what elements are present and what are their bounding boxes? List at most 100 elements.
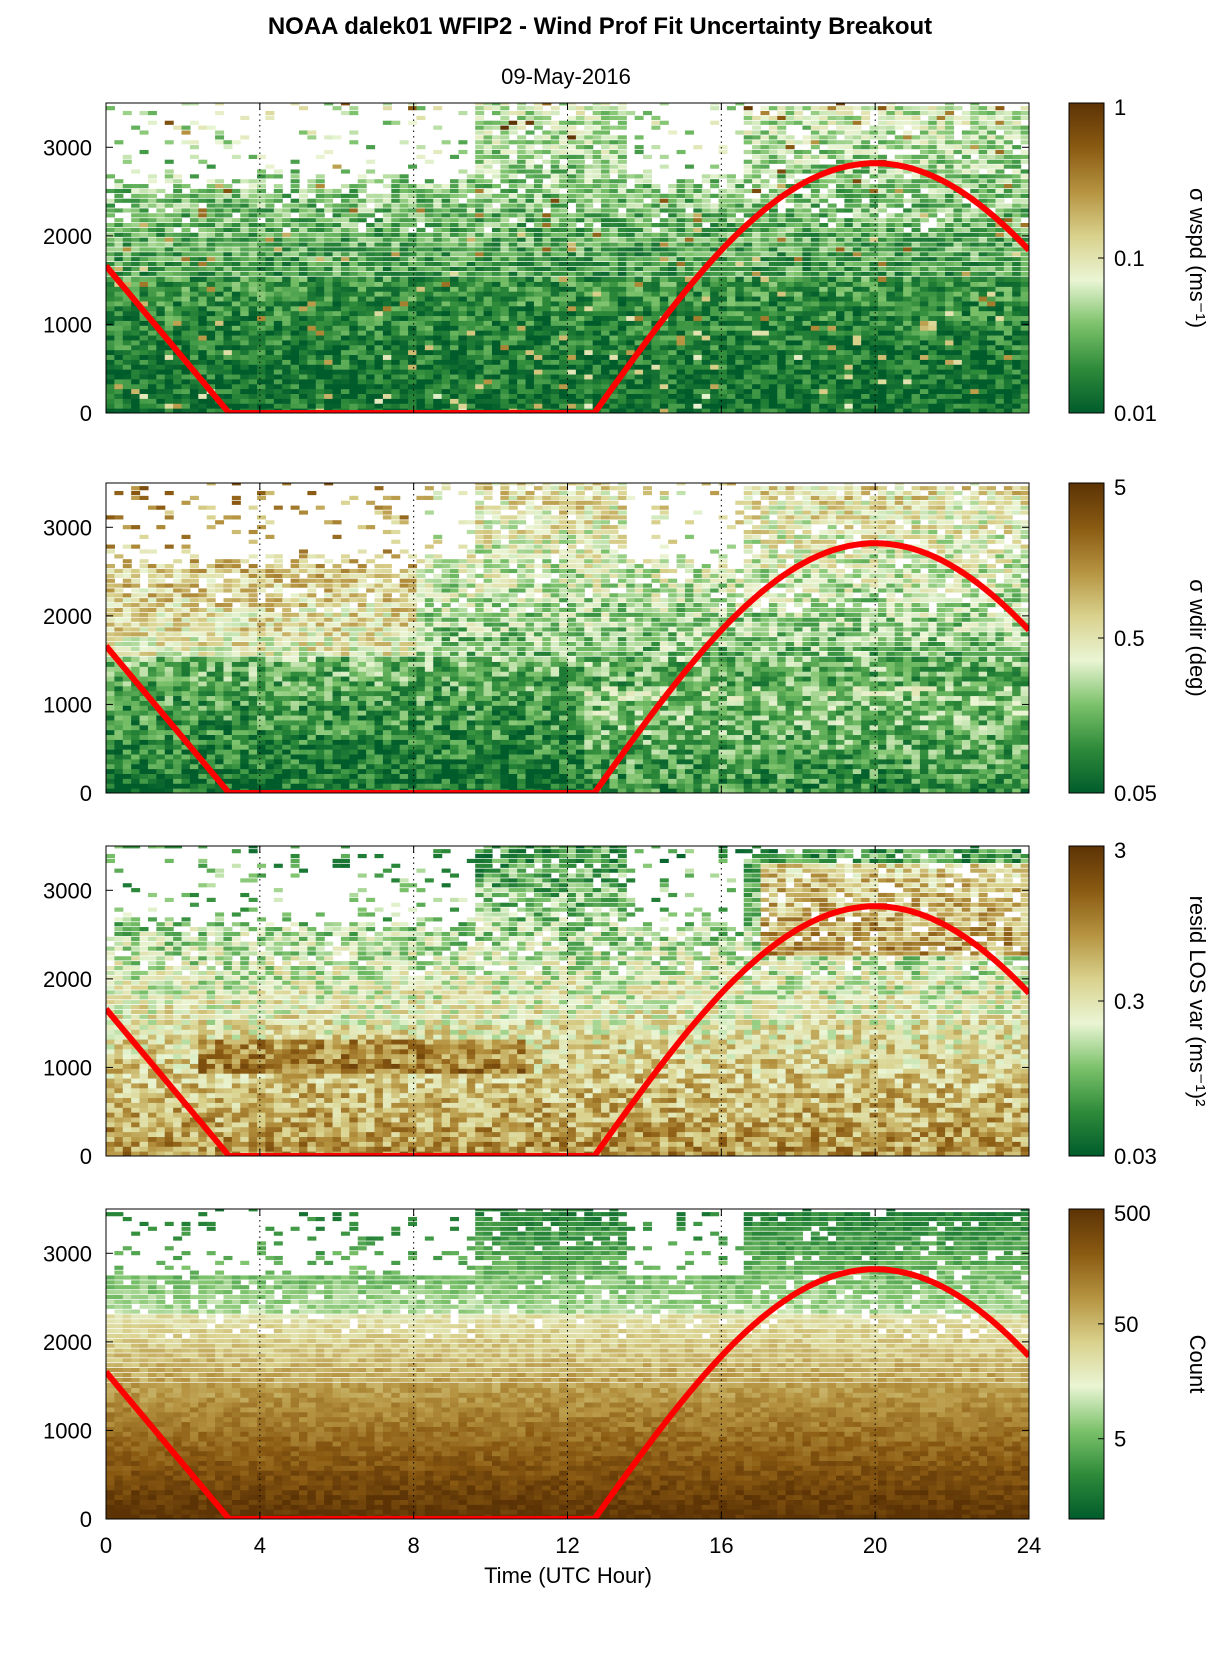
heatmap-cell [617, 184, 627, 189]
heatmap-cell [416, 218, 426, 223]
heatmap-cell [693, 208, 703, 213]
heatmap-cell [819, 164, 829, 169]
heatmap-cell [223, 403, 233, 409]
heatmap-cell [324, 261, 334, 267]
heatmap-cell [735, 281, 745, 287]
heatmap-cell [491, 296, 501, 302]
heatmap-cell [819, 106, 829, 111]
heatmap-cell [475, 184, 485, 189]
heatmap-cell [324, 227, 334, 233]
heatmap-cell [500, 261, 510, 267]
heatmap-cell [189, 188, 199, 194]
heatmap-cell [827, 339, 837, 346]
heatmap-cell [240, 344, 250, 351]
heatmap-cell [324, 232, 334, 237]
heatmap-cell [827, 130, 837, 135]
heatmap-cell [156, 203, 166, 208]
heatmap-cell [752, 398, 762, 404]
heatmap-cell [483, 349, 493, 356]
heatmap-cell [147, 232, 157, 237]
heatmap-cell [181, 296, 191, 302]
heatmap-cell [836, 271, 845, 276]
heatmap-cell [315, 300, 325, 307]
heatmap-cell [189, 261, 199, 267]
heatmap-cell [525, 271, 535, 276]
heatmap-cell [752, 227, 762, 233]
heatmap-cell [567, 344, 577, 351]
heatmap-cell [391, 184, 401, 189]
heatmap-cell [659, 203, 669, 208]
heatmap-cell [391, 218, 401, 223]
heatmap-cell [643, 110, 653, 116]
heatmap-cell [340, 198, 350, 203]
heatmap-cell [282, 252, 292, 257]
heatmap-cell [122, 339, 132, 346]
heatmap-cell [617, 383, 627, 390]
heatmap-cell [466, 315, 476, 321]
heatmap-cell [173, 354, 183, 360]
heatmap-cell [483, 237, 493, 242]
heatmap-cell [441, 242, 451, 247]
heatmap-cell [290, 257, 300, 262]
heatmap-cell [198, 213, 208, 218]
heatmap-cell [475, 320, 485, 326]
heatmap-cell [156, 252, 166, 257]
heatmap-cell [408, 261, 418, 267]
heatmap-cell [147, 403, 157, 409]
heatmap-cell [156, 281, 166, 287]
heatmap-cell [542, 354, 552, 360]
heatmap-cell [332, 315, 342, 321]
heatmap-cell [500, 115, 510, 121]
heatmap-cell [508, 198, 518, 203]
heatmap-cell [584, 286, 594, 292]
heatmap-cell [517, 193, 527, 198]
heatmap-cell [760, 213, 770, 218]
heatmap-cell [861, 330, 871, 336]
heatmap-cell [257, 184, 267, 189]
heatmap-cell [189, 281, 199, 287]
heatmap-cell [634, 383, 644, 390]
heatmap-cell [752, 286, 762, 292]
heatmap-cell [584, 125, 594, 130]
heatmap-cell [475, 261, 485, 267]
heatmap-cell [626, 237, 636, 242]
heatmap-cell [533, 300, 543, 307]
heatmap-cell [827, 188, 837, 194]
heatmap-cell [827, 261, 837, 267]
heatmap-cell [517, 203, 527, 208]
heatmap-cell [659, 408, 669, 413]
heatmap-cell [575, 354, 585, 360]
heatmap-cell [290, 315, 300, 321]
heatmap-cell [584, 247, 594, 252]
heatmap-cell [726, 349, 736, 356]
heatmap-cell [567, 169, 577, 174]
heatmap-cell [374, 354, 384, 360]
heatmap-cell [483, 164, 493, 169]
heatmap-cell [131, 349, 141, 356]
heatmap-cell [458, 203, 468, 208]
heatmap-cell [575, 320, 585, 326]
heatmap-cell [357, 335, 367, 341]
heatmap-cell [517, 227, 527, 233]
heatmap-cell [668, 218, 678, 223]
heatmap-cell [718, 193, 728, 198]
heatmap-cell [626, 339, 636, 346]
heatmap-cell [332, 261, 342, 267]
heatmap-cell [693, 257, 703, 262]
heatmap-cell [542, 296, 552, 302]
heatmap-cell [273, 403, 283, 409]
heatmap-cell [550, 296, 560, 302]
heatmap-cell [886, 169, 896, 174]
heatmap-cell [282, 310, 292, 317]
heatmap-cell [164, 320, 174, 326]
heatmap-cell [559, 203, 569, 208]
heatmap-cell [693, 281, 703, 287]
heatmap-cell [450, 237, 460, 242]
heatmap-cell [483, 339, 493, 346]
heatmap-cell [265, 315, 275, 321]
heatmap-cell [491, 198, 501, 203]
heatmap-cell [701, 315, 711, 321]
heatmap-cell [735, 184, 745, 189]
heatmap-cell [307, 286, 317, 292]
heatmap-cell [819, 252, 829, 257]
